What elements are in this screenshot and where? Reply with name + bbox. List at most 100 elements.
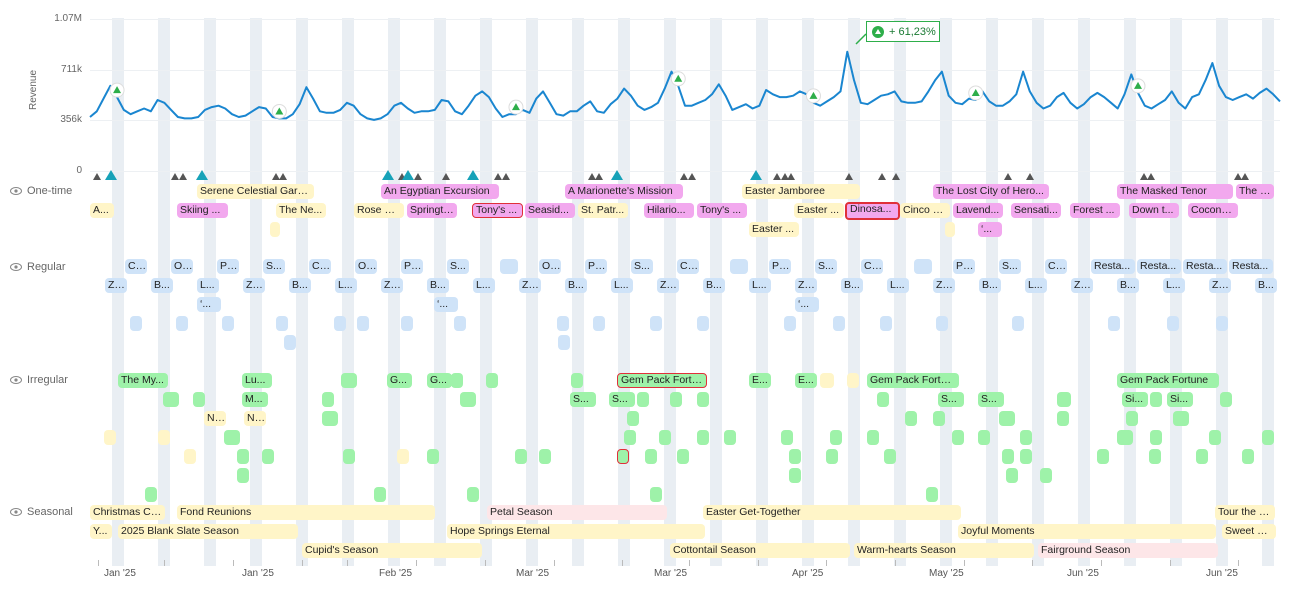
event-one-time[interactable]: Rose G... [354,203,404,218]
event-irregular[interactable] [978,430,990,445]
event-irregular[interactable] [624,430,636,445]
event-irregular[interactable] [781,430,793,445]
event-one-time[interactable]: Lavend... [953,203,1003,218]
row-label-irregular[interactable]: Irregular [10,374,68,386]
event-regular[interactable]: L... [749,278,771,293]
row-label-regular[interactable]: Regular [10,261,66,273]
event-irregular[interactable] [926,487,938,502]
event-seasonal[interactable]: Christmas Co... [90,505,165,520]
peak-marker[interactable] [968,85,984,101]
event-irregular[interactable] [322,411,338,426]
event-one-time[interactable]: Springti... [407,203,457,218]
peak-marker[interactable] [508,99,524,115]
event-irregular[interactable] [1040,468,1052,483]
event-regular[interactable]: C... [1045,259,1067,274]
event-irregular[interactable] [163,392,179,407]
event-irregular[interactable] [571,373,583,388]
event-regular[interactable]: S... [815,259,837,274]
event-irregular[interactable] [952,430,964,445]
event-regular[interactable] [500,259,518,274]
event-regular[interactable]: Ol... [171,259,193,274]
event-irregular[interactable]: The My... [118,373,168,388]
event-irregular[interactable] [826,449,838,464]
event-regular[interactable]: Ol... [355,259,377,274]
event-marker[interactable] [494,173,502,180]
event-regular[interactable]: ‘... [434,297,458,312]
event-regular[interactable]: Pi... [585,259,607,274]
event-irregular-selected[interactable] [617,449,629,464]
event-irregular[interactable] [677,449,689,464]
event-regular[interactable]: L... [335,278,357,293]
event-irregular[interactable] [999,411,1015,426]
event-marker[interactable] [787,173,795,180]
event-marker[interactable] [1026,173,1034,180]
event-regular[interactable]: Ol... [539,259,561,274]
event-irregular[interactable]: M... [242,392,268,407]
event-regular[interactable] [334,316,346,331]
event-irregular[interactable] [158,430,170,445]
event-irregular[interactable] [145,487,157,502]
event-irregular[interactable]: Lu... [242,373,272,388]
event-regular[interactable] [650,316,662,331]
event-irregular[interactable] [1006,468,1018,483]
event-regular[interactable] [1167,316,1179,331]
event-regular[interactable]: Zi... [243,278,265,293]
event-regular[interactable] [914,259,932,274]
event-marker[interactable] [680,173,688,180]
event-irregular[interactable] [237,468,249,483]
event-marker-highlight[interactable] [382,170,394,180]
event-irregular[interactable] [659,430,671,445]
event-one-time[interactable]: Easter ... [794,203,844,218]
event-regular[interactable]: B... [841,278,863,293]
event-irregular[interactable] [104,430,116,445]
event-regular[interactable]: Zi... [657,278,679,293]
event-regular[interactable]: L... [197,278,219,293]
event-one-time[interactable]: The Re... [1236,184,1274,199]
event-marker[interactable] [442,173,450,180]
event-seasonal[interactable]: Hope Springs Eternal [447,524,705,539]
event-marker[interactable] [1147,173,1155,180]
event-irregular[interactable] [1262,430,1274,445]
event-regular[interactable]: L... [1025,278,1047,293]
event-regular[interactable]: B... [151,278,173,293]
event-regular[interactable]: Pi... [401,259,423,274]
event-one-time[interactable]: Easter Jamboree [742,184,860,199]
event-irregular[interactable]: Si... [1122,392,1148,407]
event-irregular[interactable] [1150,392,1162,407]
event-regular[interactable]: B... [565,278,587,293]
event-irregular[interactable] [184,449,196,464]
event-regular[interactable] [557,316,569,331]
event-irregular[interactable] [820,373,834,388]
event-irregular[interactable] [1242,449,1254,464]
event-irregular[interactable] [877,392,889,407]
event-regular[interactable]: S... [999,259,1021,274]
event-irregular[interactable] [789,468,801,483]
event-one-time[interactable]: A Marionette's Mission [565,184,683,199]
event-regular[interactable] [454,316,466,331]
event-regular[interactable]: Pi... [953,259,975,274]
event-regular[interactable]: L... [473,278,495,293]
event-regular[interactable]: ‘... [197,297,221,312]
event-regular[interactable]: B... [1117,278,1139,293]
event-irregular[interactable] [451,373,463,388]
event-marker[interactable] [272,173,280,180]
event-irregular[interactable] [627,411,639,426]
eye-icon[interactable] [10,506,22,518]
event-regular[interactable] [1108,316,1120,331]
event-one-time[interactable]: Sensati... [1011,203,1061,218]
event-one-time[interactable]: St. Patr... [578,203,628,218]
event-regular[interactable]: B... [1255,278,1277,293]
event-one-time[interactable]: Serene Celestial Gard... [197,184,314,199]
event-regular[interactable]: Zi... [105,278,127,293]
event-irregular[interactable] [193,392,205,407]
event-one-time[interactable]: Down t... [1129,203,1179,218]
event-marker[interactable] [588,173,596,180]
event-regular[interactable]: B... [427,278,449,293]
event-irregular[interactable] [830,430,842,445]
eye-icon[interactable] [10,185,22,197]
event-regular[interactable] [784,316,796,331]
event-irregular[interactable] [670,392,682,407]
event-regular[interactable] [558,335,570,350]
event-seasonal[interactable]: Fairground Season [1038,543,1218,558]
event-seasonal[interactable]: Sweet & Ta... [1222,524,1276,539]
